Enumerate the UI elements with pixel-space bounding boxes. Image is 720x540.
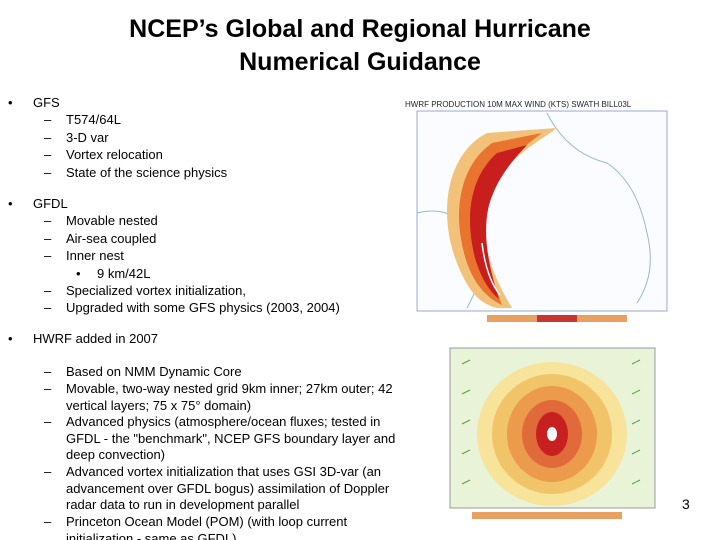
dash: – [44,213,52,228]
dash: – [44,230,52,246]
sub-item: Movable nested [66,213,158,228]
sub-item: Advanced physics (atmosphere/ocean fluxe… [66,414,396,462]
sub-item: Upgraded with some GFS physics (2003, 20… [66,300,340,315]
dash: – [44,464,52,479]
bullet: • [8,196,13,211]
wind-field-map [432,334,666,526]
dash: – [44,164,52,180]
bullet-text: GFS [33,95,60,110]
sub-item: Princeton Ocean Model (POM) (with loop c… [66,514,348,540]
sub-sub-item: 9 km/42L [97,265,151,281]
sub-item: Specialized vortex initialization, [66,282,246,298]
page-number: 3 [682,496,690,512]
map-title: HWRF PRODUCTION 10M MAX WIND (KTS) SWATH… [405,100,632,109]
sub-item: Inner nest [66,248,124,263]
title-line: NCEP’s Global and Regional Hurricane [129,15,591,43]
sub-item: Movable, two-way nested grid 9km inner; … [66,381,393,413]
dash: – [44,147,52,162]
dash: – [44,300,52,315]
dash: – [44,381,52,396]
dash: – [44,364,52,379]
wind-swath-map: HWRF PRODUCTION 10M MAX WIND (KTS) SWATH… [397,93,693,331]
sub-item: 3-D var [66,129,109,145]
bullet: • [8,95,13,110]
sub-item: T574/64L [66,112,121,127]
sub-item: Vortex relocation [66,147,163,162]
sub-item: Based on NMM Dynamic Core [66,364,242,379]
sub-bullet: • [76,265,81,281]
title-line: Numerical Guidance [239,48,481,76]
bullet: • [8,331,13,346]
dash: – [44,112,52,127]
dash: – [44,282,52,298]
bullet-text: HWRF added in 2007 [33,331,159,346]
sub-item: State of the science physics [66,164,228,180]
dash: – [44,514,52,529]
sub-item: Air-sea coupled [66,230,157,246]
dash: – [44,129,52,145]
bullet-text: GFDL [33,196,68,211]
sub-item: Advanced vortex initialization that uses… [66,464,390,512]
dash: – [44,248,52,263]
dash: – [44,414,52,429]
